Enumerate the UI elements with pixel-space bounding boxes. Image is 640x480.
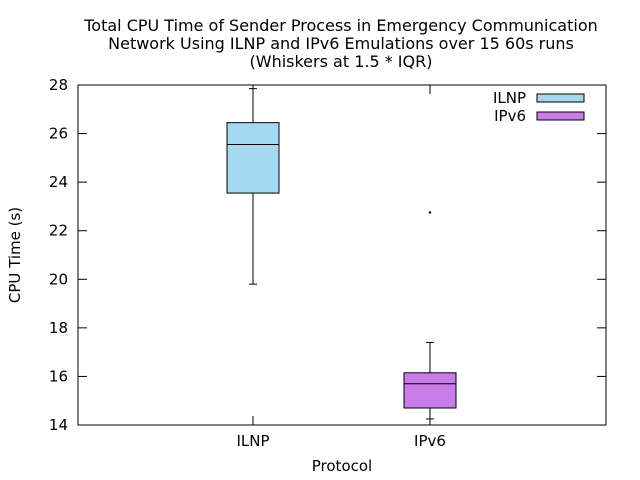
chart-title-line: (Whiskers at 1.5 * IQR) (250, 52, 433, 71)
box-ilnp (226, 88, 280, 285)
x-tick-label: IPv6 (414, 432, 446, 450)
y-tick-label: 28 (49, 76, 68, 94)
y-axis: 14 16 18 20 22 24 26 28 (49, 76, 606, 434)
plot-frame (77, 84, 607, 426)
outlier-point (428, 211, 432, 214)
y-tick-label: 24 (49, 173, 68, 191)
box-series (226, 88, 457, 420)
y-tick-label: 16 (49, 367, 68, 385)
y-tick-label: 18 (49, 319, 68, 337)
legend-label: ILNP (493, 89, 526, 107)
legend-swatch (536, 93, 585, 103)
y-tick-label: 22 (49, 222, 68, 240)
box-iqr (226, 122, 280, 194)
y-axis-label: CPU Time (s) (6, 207, 24, 303)
box-ipv6 (403, 211, 457, 420)
y-tick-label: 20 (49, 270, 68, 288)
chart-title: Total CPU Time of Sender Process in Emer… (83, 16, 598, 71)
chart-title-line: Total CPU Time of Sender Process in Emer… (83, 16, 598, 35)
y-tick-label: 14 (49, 416, 68, 434)
y-tick-label: 26 (49, 125, 68, 143)
box-iqr (403, 372, 457, 409)
x-tick-label: ILNP (236, 432, 269, 450)
legend-label: IPv6 (494, 107, 526, 125)
legend-swatch (536, 111, 585, 121)
chart-title-line: Network Using ILNP and IPv6 Emulations o… (108, 34, 574, 53)
x-axis-label: Protocol (312, 457, 372, 475)
